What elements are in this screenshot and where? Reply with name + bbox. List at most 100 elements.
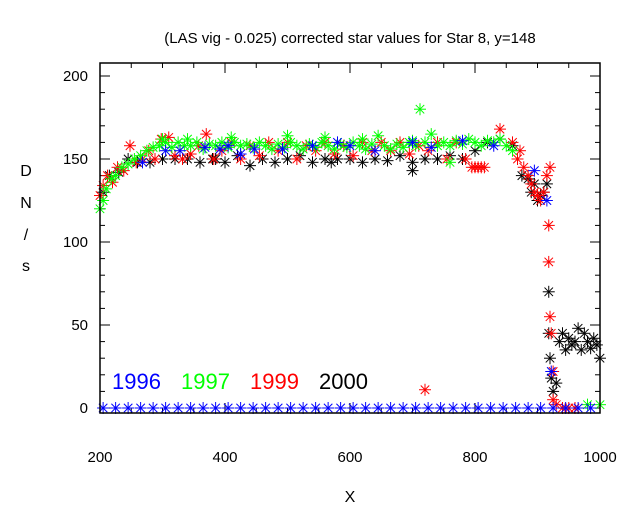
x-axis-label: X (345, 489, 356, 506)
legend-entry-1997: 1997 (181, 369, 230, 394)
data-point-1996 (197, 402, 210, 414)
data-point-1996 (199, 141, 211, 154)
data-point-1996 (159, 402, 172, 414)
data-point-1996 (434, 402, 447, 414)
data-point-2000 (194, 156, 206, 169)
data-point-2000 (325, 156, 338, 169)
data-point-2000 (469, 144, 481, 157)
data-point-1996 (509, 402, 522, 414)
data-point-2000 (419, 153, 431, 165)
data-point-1996 (222, 402, 235, 414)
data-point-2000 (569, 335, 581, 348)
data-point-1996 (409, 402, 422, 414)
data-point-1996 (497, 402, 510, 414)
y-tick-label: 100 (63, 234, 88, 251)
data-point-1996 (234, 402, 247, 414)
data-point-1996 (422, 402, 435, 414)
data-point-2000 (306, 156, 319, 169)
data-point-2000 (356, 156, 369, 169)
data-point-1999 (511, 153, 524, 165)
data-point-2000 (381, 154, 394, 167)
data-point-2000 (556, 327, 569, 340)
data-point-1996 (456, 134, 469, 147)
data-point-1996 (559, 402, 572, 414)
data-point-1997 (115, 161, 128, 174)
data-point-1999 (522, 169, 535, 182)
data-point-1996 (322, 402, 335, 414)
data-point-1997 (437, 136, 450, 149)
data-point-1997 (359, 143, 372, 156)
data-point-1997 (356, 133, 369, 146)
x-tick-label: 400 (212, 449, 237, 466)
data-point-1997 (109, 169, 122, 182)
data-point-1997 (384, 143, 397, 156)
data-point-1996 (222, 139, 235, 152)
data-point-2000 (559, 343, 572, 356)
data-point-1997 (281, 129, 294, 142)
data-point-1997 (190, 136, 203, 149)
chart-title: (LAS vig - 0.025) corrected star values … (164, 30, 535, 47)
legend-entry-1999: 1999 (250, 369, 299, 394)
data-point-2000 (244, 159, 256, 172)
data-point-1997 (469, 136, 481, 149)
data-point-1997 (319, 131, 331, 144)
data-point-1996 (234, 148, 247, 161)
data-point-1997 (140, 144, 153, 157)
data-point-1996 (344, 139, 356, 152)
data-point-1999 (253, 149, 266, 162)
data-point-1999 (544, 161, 556, 174)
data-point-1996 (331, 136, 344, 149)
data-point-1997 (390, 138, 403, 151)
data-point-1996 (309, 402, 322, 414)
data-point-1996 (172, 402, 185, 414)
data-point-1999 (478, 161, 491, 174)
data-point-1999 (537, 186, 550, 199)
data-point-1996 (572, 402, 585, 414)
data-point-1996 (545, 365, 558, 378)
data-point-2000 (269, 156, 281, 169)
data-point-1997 (500, 139, 513, 152)
data-point-1996 (584, 402, 597, 414)
data-point-1996 (248, 143, 261, 156)
data-point-1999 (403, 148, 416, 161)
data-point-2000 (590, 338, 603, 351)
data-point-1997 (372, 129, 385, 142)
data-point-1996 (136, 156, 149, 169)
data-point-1999 (207, 153, 220, 165)
legend-entry-1996: 1996 (112, 369, 161, 394)
data-point-1997 (414, 103, 426, 116)
x-tick-label: 1000 (583, 449, 616, 466)
data-point-2000 (542, 285, 555, 298)
data-point-1997 (444, 139, 456, 152)
data-point-1997 (419, 136, 431, 149)
data-point-1996 (334, 402, 347, 414)
y-axis-label-char: N (20, 195, 32, 212)
data-point-1996 (174, 144, 186, 157)
data-point-1996 (528, 164, 541, 177)
data-point-1996 (184, 402, 197, 414)
y-tick-label: 150 (63, 151, 88, 168)
data-point-2000 (319, 153, 331, 165)
data-point-1996 (134, 402, 147, 414)
data-point-1999 (517, 161, 530, 174)
data-point-1996 (259, 402, 272, 414)
data-point-1997 (259, 139, 272, 152)
data-point-2000 (584, 342, 597, 355)
data-point-2000 (406, 164, 419, 177)
data-point-1996 (109, 402, 122, 414)
data-point-1997 (181, 133, 194, 146)
data-point-1999 (347, 149, 360, 162)
data-point-1999 (419, 383, 431, 396)
data-point-2000 (219, 156, 231, 169)
data-point-1997 (444, 156, 456, 169)
data-point-1997 (397, 141, 410, 154)
data-point-1996 (372, 402, 385, 414)
data-point-1999 (514, 144, 526, 157)
x-tick-label: 800 (462, 449, 487, 466)
data-point-1997 (265, 143, 278, 156)
data-point-2000 (578, 327, 591, 340)
tick-labels: 200 400 600 800 1000 0 50 100 150 200 (63, 68, 617, 466)
data-point-1999 (459, 153, 472, 165)
data-point-1996 (547, 402, 560, 414)
data-point-1996 (297, 402, 310, 414)
